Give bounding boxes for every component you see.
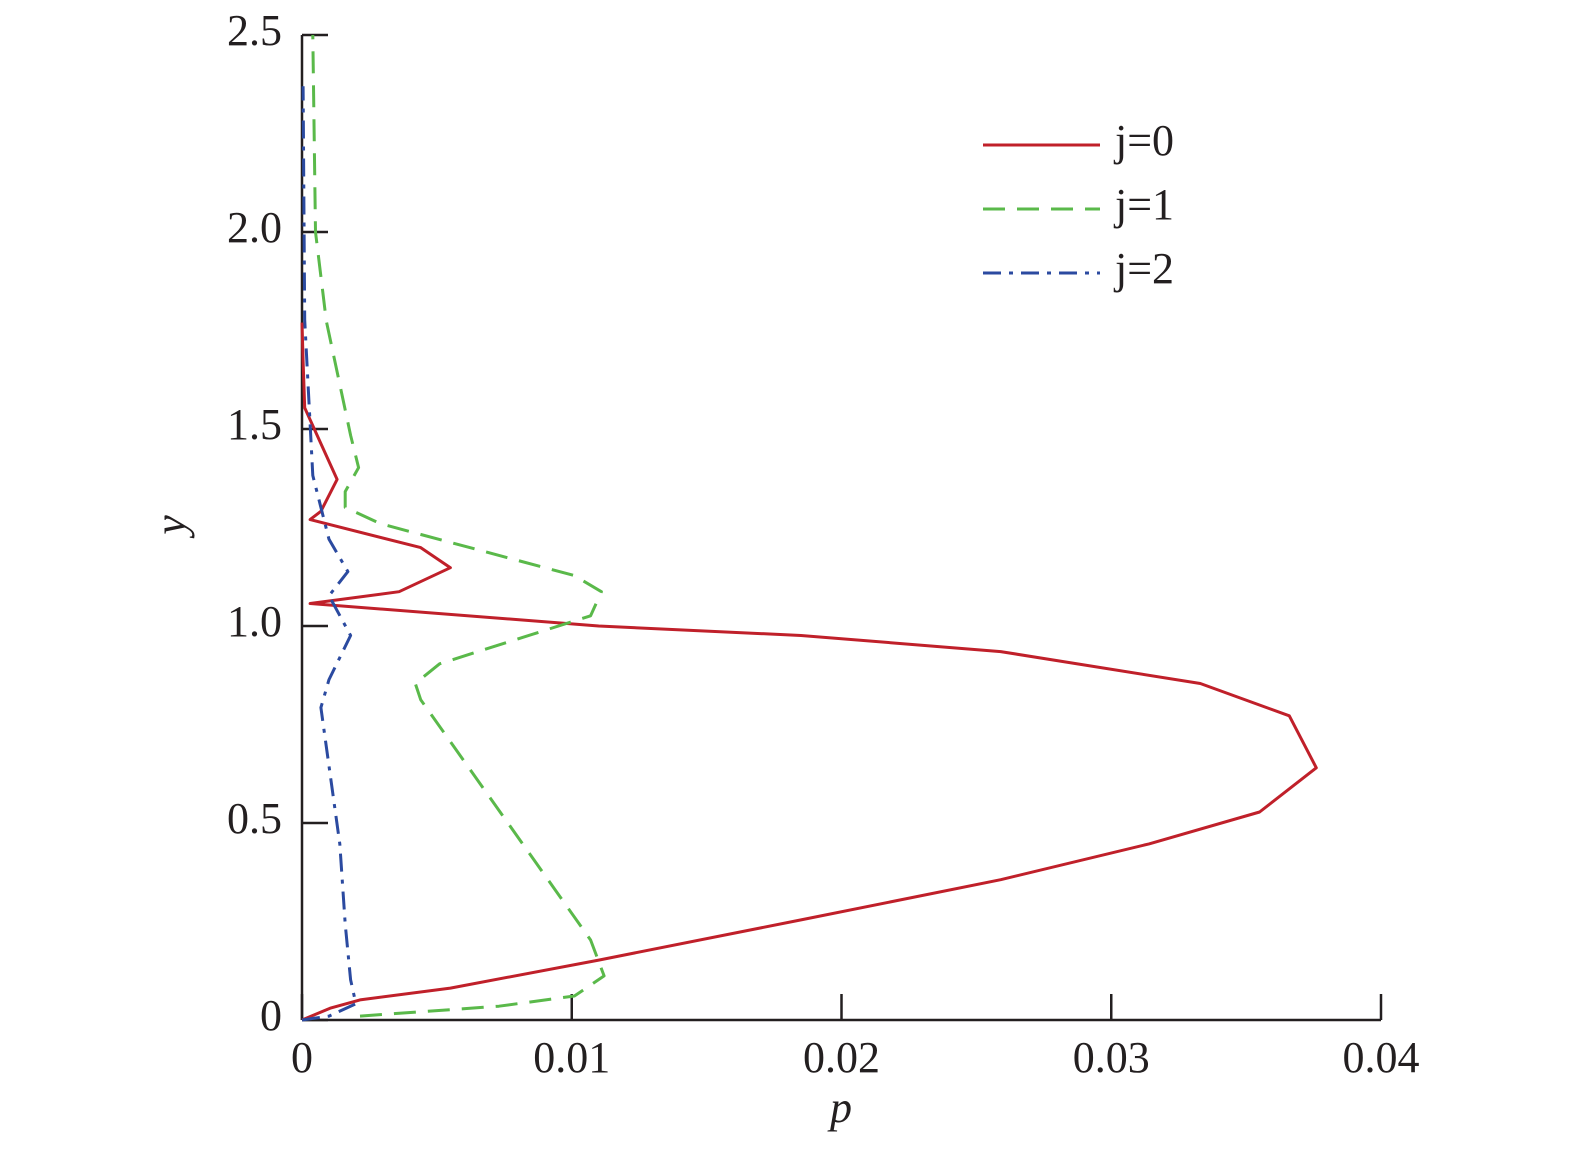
x-tick-label: 0: [291, 1033, 313, 1082]
y-tick-label: 2.5: [227, 6, 282, 55]
y-axis-label: y: [146, 515, 195, 539]
series-line: [301, 86, 358, 1022]
y-tick-label: 1.5: [227, 400, 282, 449]
series-line: [300, 322, 1318, 1022]
x-tick-label: 0.02: [803, 1033, 880, 1082]
x-tick-label: 0.01: [533, 1033, 610, 1082]
y-tick-label: 0: [260, 991, 282, 1040]
x-tick-label: 0.04: [1343, 1033, 1420, 1082]
x-tick-label: 0.03: [1073, 1033, 1150, 1082]
legend-label: j=2: [1113, 244, 1174, 293]
series-line: [311, 34, 606, 1018]
y-tick-label: 0.5: [227, 794, 282, 843]
legend-label: j=1: [1113, 180, 1174, 229]
legend-label: j=0: [1113, 116, 1174, 165]
x-axis-label: p: [827, 1083, 852, 1132]
y-tick-label: 1.0: [227, 597, 282, 646]
y-tick-label: 2.0: [227, 203, 282, 252]
